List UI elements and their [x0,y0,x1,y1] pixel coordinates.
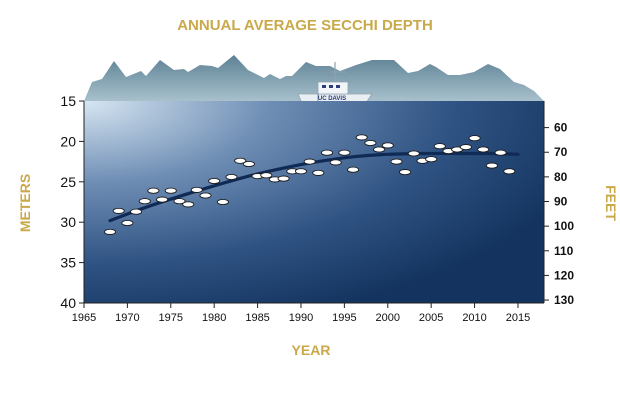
data-point [459,144,472,151]
x-tick-label: 2005 [419,312,443,324]
data-points [103,134,516,235]
y2-axis-ticks: 60 70 80 90 100 110 120 130 [544,121,574,307]
boat-label: UC DAVIS [318,96,346,102]
data-point [182,201,195,208]
y2-tick-label: 100 [554,219,574,233]
data-point [294,168,308,175]
y2-tick-label: 90 [554,195,568,209]
data-point [347,166,360,173]
y-axis-title: METERS [17,174,33,232]
y-tick-label: 30 [60,214,76,230]
y-tick-label: 20 [60,133,76,149]
y2-tick-label: 110 [554,244,574,258]
data-point [234,157,247,164]
data-point [433,143,446,150]
data-point [121,219,134,227]
data-point [477,146,490,153]
x-axis-ticks: 1965 1970 1975 1980 1985 1990 1995 2000 2005 2010… [72,303,530,324]
data-point [485,162,498,169]
x-tick-label: 1985 [245,312,269,324]
y-tick-label: 35 [60,255,76,271]
y2-tick-label: 80 [554,170,568,184]
data-point [277,175,290,182]
data-point [147,187,160,194]
y2-tick-label: 60 [554,121,568,135]
data-point [407,150,420,157]
x-tick-label: 1980 [202,312,226,324]
y-tick-label: 40 [60,295,76,311]
data-point [503,168,516,175]
data-point [225,173,238,181]
x-tick-label: 2015 [506,312,530,324]
plot-area [84,101,544,303]
x-tick-label: 2010 [462,312,486,324]
data-point [399,169,412,176]
data-point [156,196,169,203]
x-tick-label: 1975 [159,312,183,324]
data-point [381,142,394,149]
data-point [216,198,229,206]
data-point [312,169,325,176]
data-point [364,139,377,147]
data-point [112,207,125,214]
data-point [303,158,316,165]
data-point [260,172,273,179]
data-point [373,146,386,153]
x-axis-title: YEAR [292,342,331,358]
mountain-range-shape [84,55,544,101]
data-point [468,135,481,142]
data-point [103,228,117,235]
y2-tick-label: 70 [554,145,568,159]
data-point [338,149,351,156]
x-tick-label: 1995 [332,312,356,324]
data-point [173,198,186,205]
data-point [425,156,438,163]
chart-title: ANNUAL AVERAGE SECCHI DEPTH [177,17,433,34]
data-point [355,134,368,141]
data-point [130,208,143,215]
y-axis-ticks: 15 20 25 30 35 40 [60,93,84,311]
y-tick-label: 25 [60,174,76,190]
data-point [494,149,507,156]
data-point [138,198,151,205]
data-point [164,187,177,194]
y2-tick-label: 120 [554,268,574,282]
x-tick-label: 1970 [115,312,139,324]
x-tick-label: 2000 [376,312,400,324]
x-tick-label: 1965 [72,312,96,324]
x-tick-label: 1990 [289,312,313,324]
y-tick-label: 15 [60,93,76,109]
data-point [242,160,255,168]
y2-tick-label: 130 [554,293,574,307]
data-point [190,186,203,193]
data-point [390,158,403,165]
data-point [320,149,334,156]
data-point [199,192,212,199]
trend-line [108,151,520,223]
data-point [329,159,342,166]
y2-axis-title: FEET [603,185,619,221]
data-point [208,177,221,185]
